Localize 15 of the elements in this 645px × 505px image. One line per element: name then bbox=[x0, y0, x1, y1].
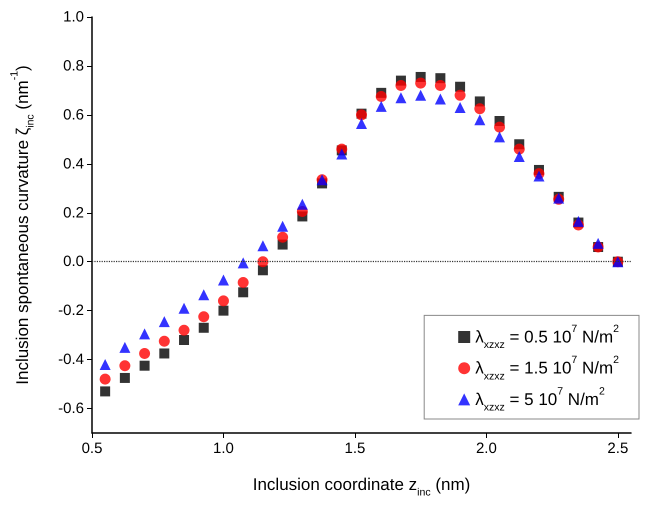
y-tick-label: -0.6 bbox=[58, 400, 84, 418]
y-tick-label: 0.4 bbox=[63, 155, 84, 172]
x-tick-label: 1.5 bbox=[344, 440, 366, 457]
y-tick-label: 0.8 bbox=[63, 57, 84, 74]
y-tick-label: 0.6 bbox=[63, 106, 84, 124]
x-tick-label: 0.5 bbox=[82, 440, 102, 457]
x-tick-label: 2.0 bbox=[476, 440, 497, 457]
y-tick-label: -0.2 bbox=[58, 302, 84, 320]
y-axis-title: Inclusion spontaneous curvature ζinc (nm-1) bbox=[8, 65, 36, 385]
y-tick-label: 0.2 bbox=[63, 204, 84, 222]
x-tick-label: 2.5 bbox=[607, 440, 628, 457]
x-tick-label: 1.0 bbox=[213, 440, 234, 457]
y-tick-label: 0.0 bbox=[63, 253, 84, 270]
y-tick-label: -0.4 bbox=[58, 351, 84, 368]
y-tick-label: 1.0 bbox=[63, 8, 84, 26]
